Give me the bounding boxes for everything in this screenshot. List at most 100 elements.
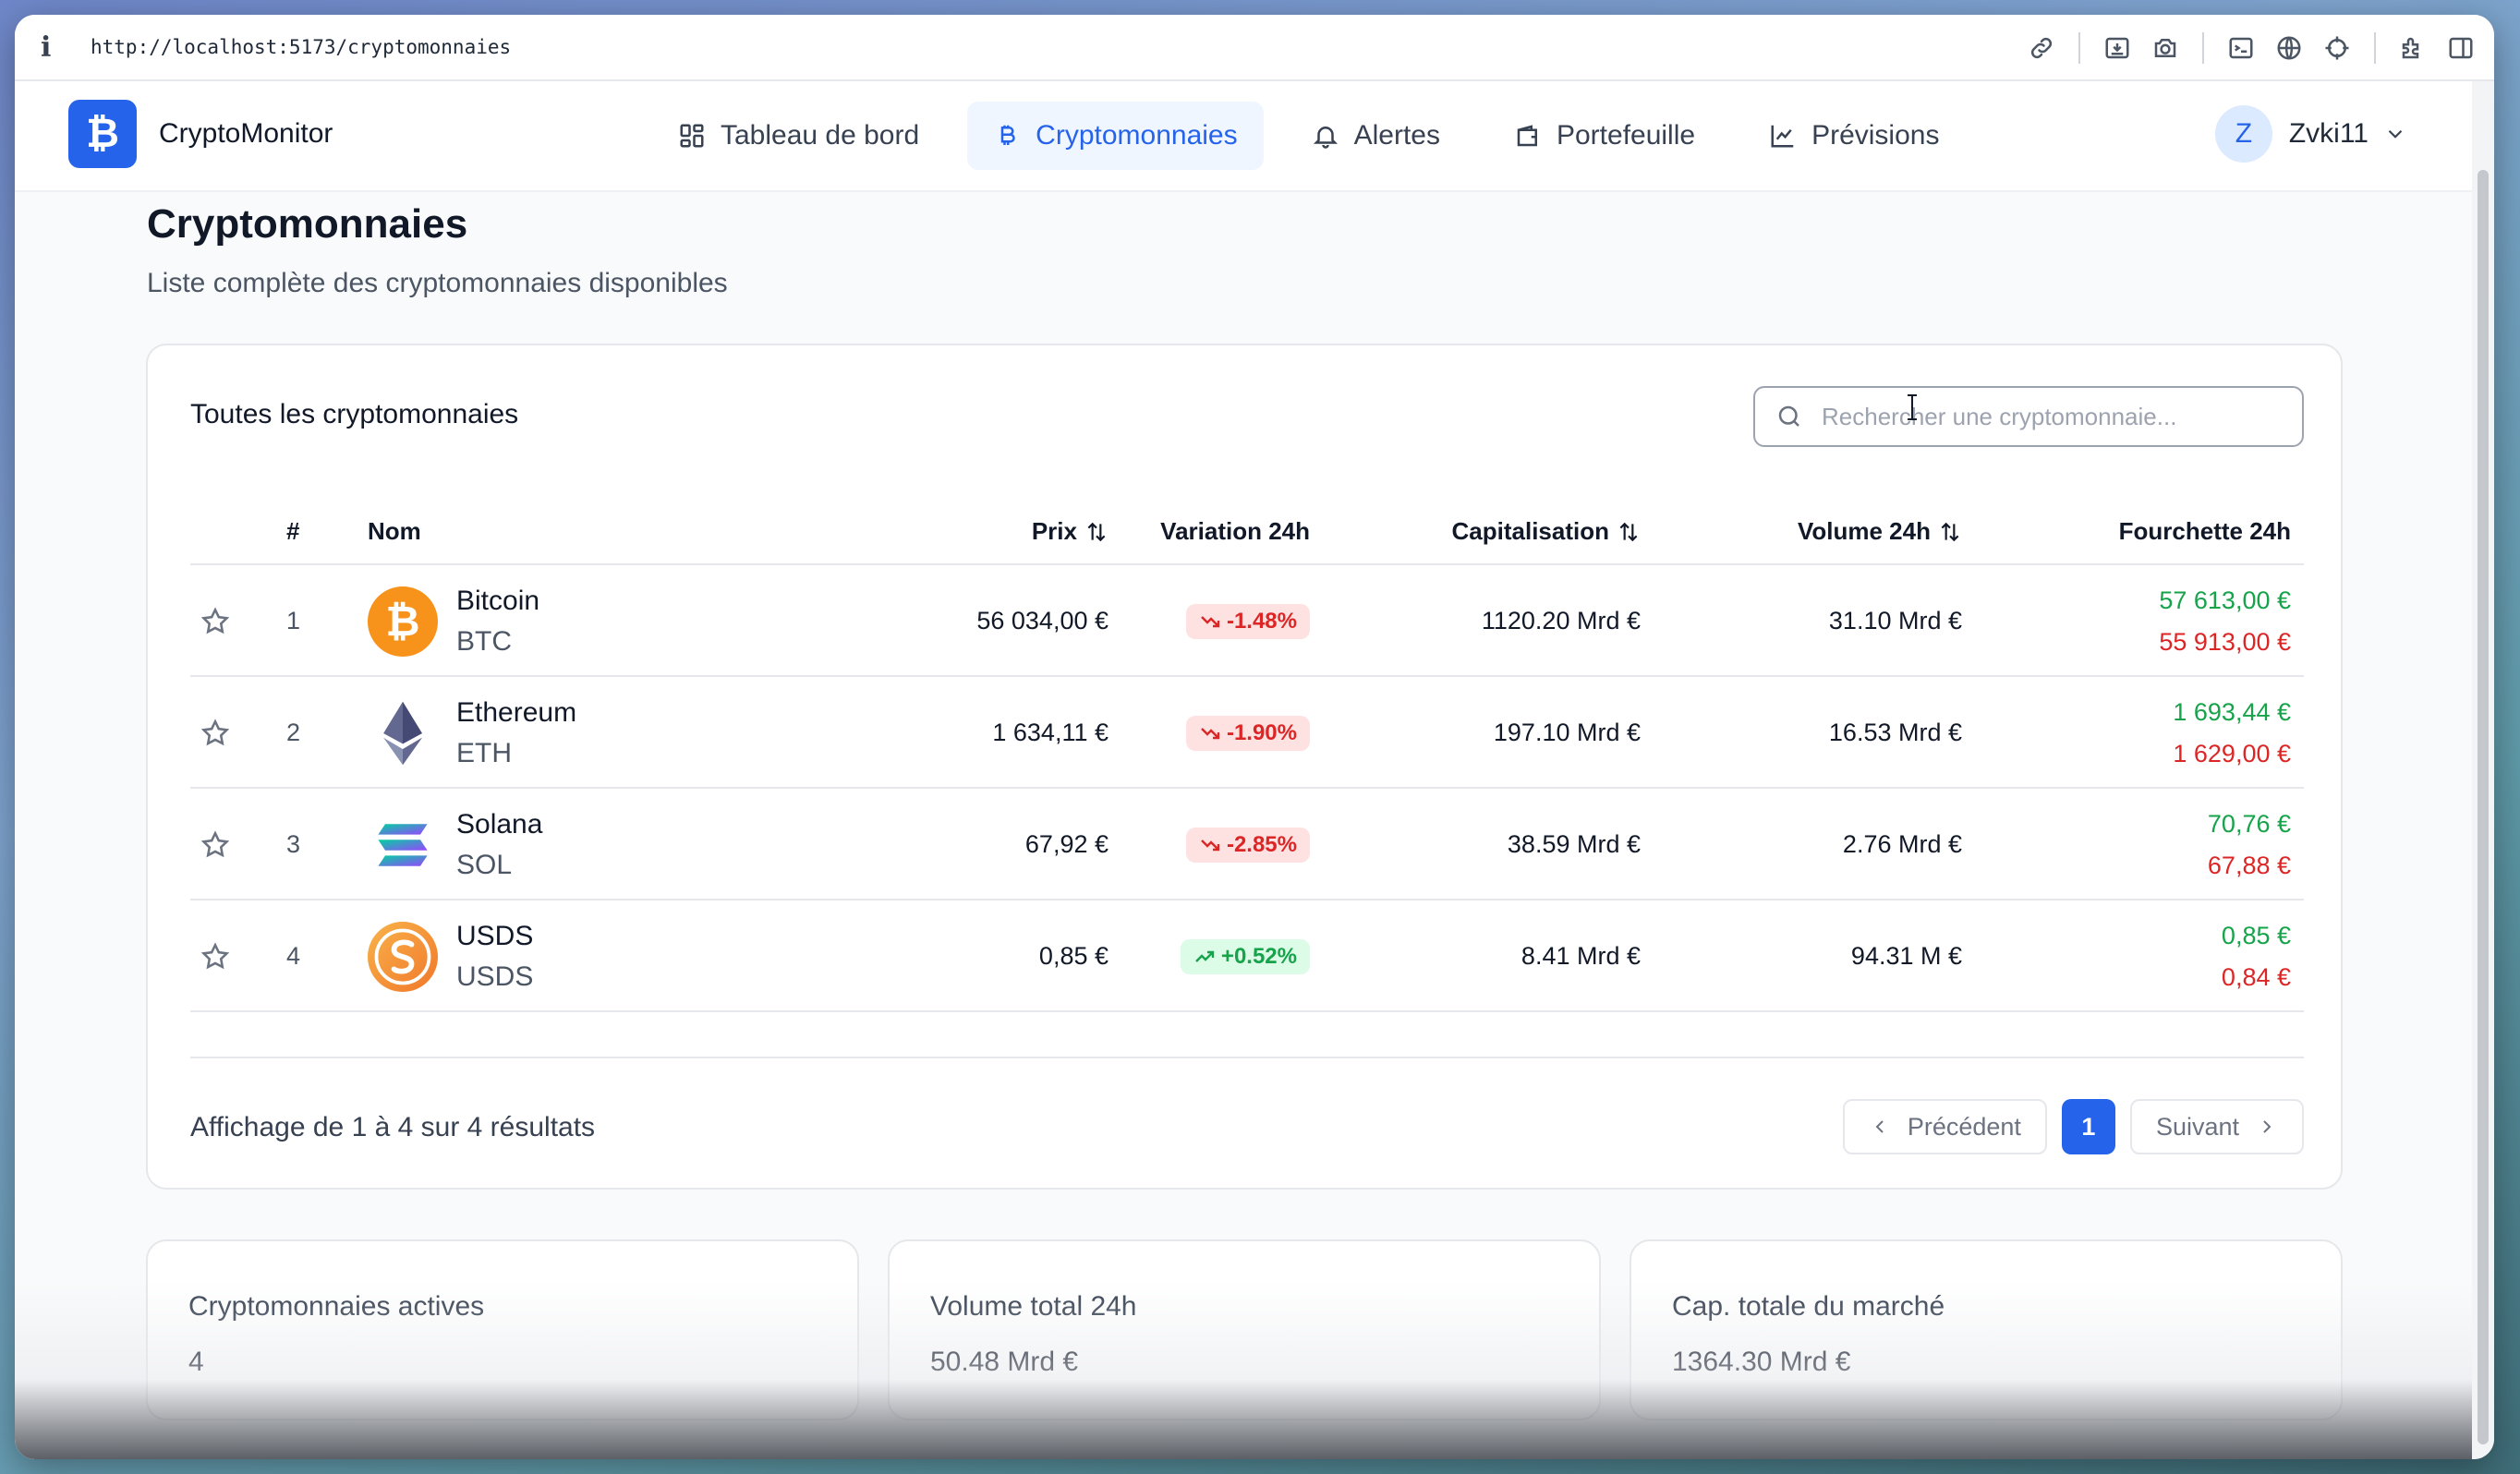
previous-page-button[interactable]: Précédent bbox=[1842, 1099, 2047, 1154]
table-row[interactable]: 1 ₿ Bitcoin BTC 56 034,00 € bbox=[190, 565, 2304, 677]
range-low: 55 913,00 € bbox=[2159, 627, 2291, 656]
sidebar-toggle-icon[interactable] bbox=[2437, 24, 2485, 72]
brand[interactable]: ₿ CryptoMonitor bbox=[68, 100, 333, 168]
crosshair-icon[interactable] bbox=[2313, 24, 2361, 72]
toolbar-divider bbox=[2078, 32, 2080, 64]
page-content: Cryptomonnaies Liste complète des crypto… bbox=[15, 192, 2472, 1459]
nav-item-label: Portefeuille bbox=[1556, 120, 1696, 151]
rank: 1 bbox=[286, 607, 301, 634]
trending-down-icon bbox=[1201, 615, 1220, 627]
range-high: 57 613,00 € bbox=[2159, 586, 2291, 614]
scrollbar[interactable] bbox=[2472, 81, 2494, 1459]
link-icon[interactable] bbox=[2017, 24, 2066, 72]
terminal-icon[interactable] bbox=[2217, 24, 2265, 72]
brand-name: CryptoMonitor bbox=[159, 118, 333, 149]
nav-item-label: Alertes bbox=[1353, 120, 1440, 151]
stat-card-market-cap: Cap. totale du marché 1364.30 Mrd € bbox=[1630, 1239, 2343, 1420]
search-input[interactable] bbox=[1822, 402, 2284, 431]
favorite-star-icon[interactable] bbox=[200, 565, 231, 677]
user-menu[interactable]: Z Zvki11 bbox=[2214, 105, 2407, 163]
chevron-right-icon bbox=[2263, 1120, 2272, 1133]
table-row[interactable]: 3 Solana SOL bbox=[190, 789, 2304, 900]
header-volume[interactable]: Volume 24h bbox=[1798, 517, 1962, 546]
table-footer: Affichage de 1 à 4 sur 4 résultats Précé… bbox=[190, 1057, 2304, 1191]
volume: 31.10 Mrd € bbox=[1828, 607, 1962, 634]
nav-item-dashboard[interactable]: Tableau de bord bbox=[652, 102, 945, 170]
page-1-button[interactable]: 1 bbox=[2061, 1099, 2115, 1154]
text-cursor-icon bbox=[1908, 394, 1917, 420]
coin-name: Solana bbox=[456, 808, 543, 840]
next-page-button[interactable]: Suivant bbox=[2129, 1099, 2304, 1154]
svg-text:₿: ₿ bbox=[385, 597, 419, 646]
nav-item-alerts[interactable]: Alertes bbox=[1286, 102, 1466, 170]
bell-icon bbox=[1313, 127, 1338, 149]
sort-icon bbox=[1941, 522, 1959, 541]
site-info-icon[interactable]: i bbox=[41, 30, 52, 64]
range-24h: 1 693,44 € 1 629,00 € bbox=[2173, 677, 2291, 789]
range-24h: 0,85 € 0,84 € bbox=[2222, 900, 2291, 1012]
nav-item-portfolio[interactable]: Portefeuille bbox=[1488, 102, 1721, 170]
change-badge: +0.52% bbox=[1180, 938, 1310, 974]
rank: 2 bbox=[286, 719, 301, 746]
wallet-icon bbox=[1517, 125, 1537, 147]
nav-item-forecasts[interactable]: Prévisions bbox=[1743, 102, 1965, 170]
favorite-star-icon[interactable] bbox=[200, 677, 231, 789]
favorite-star-icon[interactable] bbox=[200, 900, 231, 1012]
browser-toolbar bbox=[2017, 15, 2485, 81]
range-low: 1 629,00 € bbox=[2173, 739, 2291, 767]
bitcoin-icon bbox=[1000, 125, 1015, 145]
sort-icon bbox=[1087, 522, 1106, 541]
market-cap: 1120.20 Mrd € bbox=[1481, 607, 1641, 634]
nav-item-label: Cryptomonnaies bbox=[1036, 120, 1238, 151]
solana-coin-icon bbox=[368, 810, 438, 880]
url-text[interactable]: http://localhost:5173/cryptomonnaies bbox=[91, 36, 512, 58]
nav-item-label: Tableau de bord bbox=[721, 120, 920, 151]
change-cell: +0.52% bbox=[1180, 900, 1310, 1012]
chevron-left-icon bbox=[1875, 1120, 1884, 1133]
nav-item-label: Prévisions bbox=[1811, 120, 1940, 151]
change-badge: -1.48% bbox=[1185, 603, 1310, 639]
stat-card-volume: Volume total 24h 50.48 Mrd € bbox=[888, 1239, 1601, 1420]
pagination: Précédent 1 Suivant bbox=[1842, 1099, 2304, 1154]
price: 56 034,00 € bbox=[976, 607, 1109, 634]
coin-symbol: USDS bbox=[456, 961, 534, 992]
coin[interactable]: Solana SOL bbox=[368, 789, 542, 900]
toolbar-divider bbox=[2202, 32, 2204, 64]
header-cap[interactable]: Capitalisation bbox=[1452, 517, 1641, 546]
coin[interactable]: ₿ Bitcoin BTC bbox=[368, 565, 539, 677]
range-24h: 70,76 € 67,88 € bbox=[2208, 789, 2291, 900]
scrollbar-thumb[interactable] bbox=[2478, 170, 2489, 1444]
download-icon[interactable] bbox=[2093, 24, 2141, 72]
range-low: 67,88 € bbox=[2207, 851, 2291, 879]
market-cap: 8.41 Mrd € bbox=[1520, 942, 1641, 970]
stat-value: 50.48 Mrd € bbox=[930, 1347, 1079, 1377]
stat-value: 1364.30 Mrd € bbox=[1672, 1347, 1851, 1377]
search-box[interactable] bbox=[1753, 386, 2304, 447]
coin[interactable]: USDS USDS bbox=[368, 900, 533, 1012]
price: 0,85 € bbox=[1038, 942, 1109, 970]
header-price[interactable]: Prix bbox=[1032, 517, 1109, 546]
ethereum-coin-icon bbox=[368, 698, 438, 768]
crypto-table: # Nom Prix Variation 24h Capitalisation … bbox=[190, 497, 2304, 1012]
nav-item-cryptocurrencies[interactable]: Cryptomonnaies bbox=[967, 102, 1264, 170]
globe-icon[interactable] bbox=[2265, 24, 2313, 72]
favorite-star-icon[interactable] bbox=[200, 789, 231, 900]
change-badge: -1.90% bbox=[1185, 715, 1310, 751]
price: 67,92 € bbox=[1024, 830, 1109, 858]
table-row[interactable]: 4 USDS USDS bbox=[190, 900, 2304, 1012]
camera-icon[interactable] bbox=[2141, 24, 2189, 72]
toolbar-divider bbox=[2374, 32, 2376, 64]
volume: 94.31 M € bbox=[1850, 942, 1962, 970]
line-chart-icon bbox=[1771, 125, 1794, 148]
table-row[interactable]: 2 Ethereum ETH 1 634,11 € bbox=[190, 677, 2304, 789]
avatar: Z bbox=[2214, 105, 2272, 163]
search-icon bbox=[1778, 405, 1799, 427]
coin-symbol: ETH bbox=[456, 737, 512, 768]
extensions-icon[interactable] bbox=[2389, 24, 2437, 72]
trending-down-icon bbox=[1201, 727, 1220, 739]
coin[interactable]: Ethereum ETH bbox=[368, 677, 576, 789]
coin-name: Bitcoin bbox=[456, 585, 540, 616]
stat-label: Cap. totale du marché bbox=[1672, 1291, 1945, 1322]
chevron-down-icon bbox=[2388, 129, 2403, 139]
range-low: 0,84 € bbox=[2221, 962, 2291, 991]
